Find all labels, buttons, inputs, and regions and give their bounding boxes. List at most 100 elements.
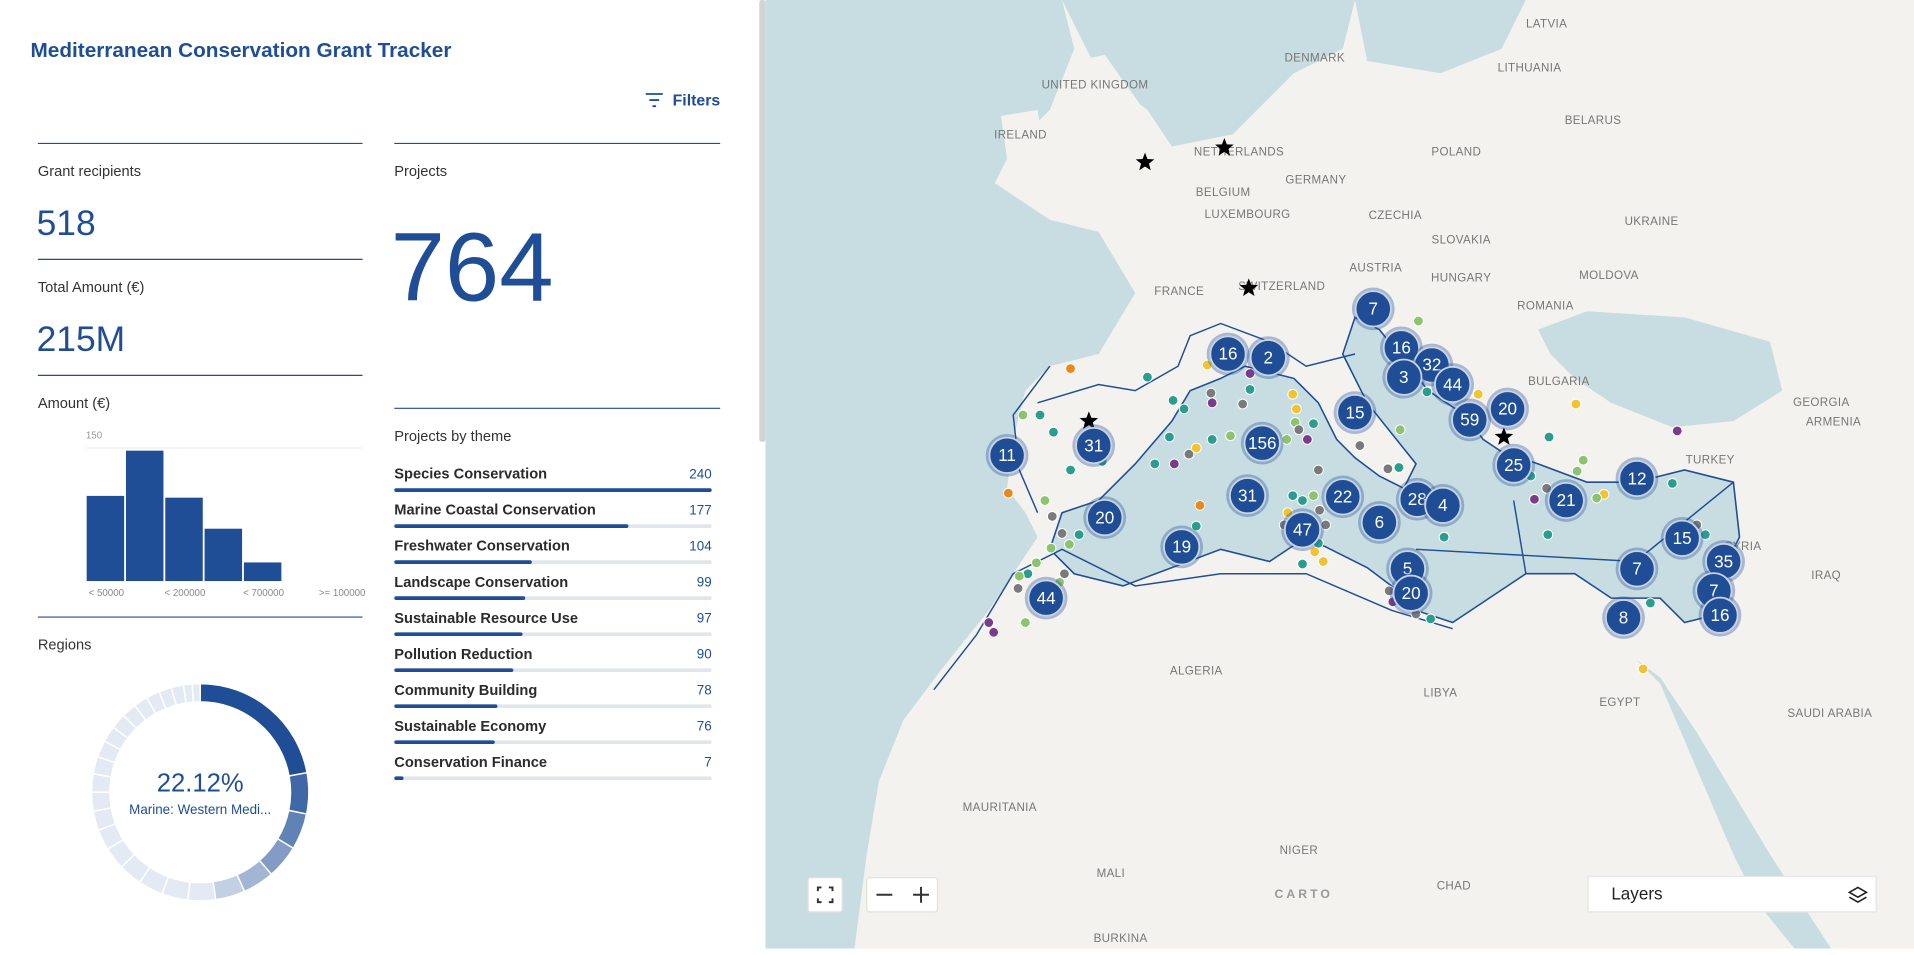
project-dot [1002,487,1014,499]
country-label: GERMANY [1285,175,1346,187]
scrollbar[interactable] [759,0,766,442]
theme-value: 99 [697,574,712,589]
country-label: NETHERLANDS [1194,147,1284,159]
cluster[interactable]: 6 [1358,501,1401,544]
project-dot [1031,557,1042,569]
kpi-label: Grant recipients [38,164,141,180]
cluster-count: 3 [1399,368,1409,387]
project-dot [1190,520,1202,532]
cluster[interactable]: 12 [1615,457,1659,500]
project-dot [1541,482,1552,494]
country-label: UNITED KINGDOM [1042,80,1149,92]
country-label: LATVIA [1526,18,1567,30]
country-labels: LATVIA DENMARK LITHUANIA UNITED KINGDOM IREL… [963,18,1872,944]
kpi-value: 215M [37,319,126,359]
cluster-marker [1434,365,1472,404]
cluster[interactable]: 47 [1281,508,1324,552]
project-star [1215,137,1234,156]
cluster[interactable]: 11 [985,433,1029,477]
cluster[interactable]: 156 [1240,421,1284,465]
cluster[interactable]: 15 [1660,516,1704,560]
donut-segment [90,791,113,812]
cluster[interactable]: 44 [1431,363,1474,406]
cluster-count: 25 [1504,456,1523,475]
project-dot [1178,403,1190,415]
cluster[interactable]: 31 [1072,424,1116,467]
north-sea [1062,0,1355,147]
cluster-marker [1618,550,1656,588]
x-tick-label: < 200000 [164,588,206,599]
project-dot [1425,613,1437,625]
project-dot [1394,424,1406,436]
country-label: SYRIA [1725,541,1762,553]
country-label: GEORGIA [1793,397,1850,409]
cluster[interactable]: 15 [1333,391,1377,434]
project-dot [1529,493,1540,505]
project-dot [1034,409,1046,421]
country-label: MAURITANIA [963,802,1037,814]
cluster-count: 19 [1172,538,1191,557]
project-dot [1048,426,1059,438]
cluster[interactable]: 16 [1206,332,1250,376]
cluster-marker [1243,424,1281,462]
country-label: LIBYA [1424,687,1458,699]
zoom-in[interactable] [913,886,929,903]
filters-button[interactable]: Filters [645,93,721,110]
cluster[interactable]: 8 [1602,596,1645,640]
project-dot [1183,448,1195,460]
cluster[interactable]: 59 [1448,398,1492,442]
cluster[interactable]: 19 [1160,525,1203,569]
country-label: AUSTRIA [1349,263,1402,275]
country-label: DENMARK [1284,53,1344,65]
cluster[interactable]: 4 [1421,484,1465,527]
donut-segment [287,771,310,815]
map[interactable]: LATVIA DENMARK LITHUANIA UNITED KINGDOM IREL… [765,0,1914,949]
theme-name: Community Building [394,683,537,699]
cluster-marker [1075,426,1113,465]
y-tick-label: 150 [86,430,103,441]
fullscreen-button[interactable] [807,877,843,913]
cluster-count: 2 [1264,348,1274,367]
country-label: SAUDI ARABIA [1787,708,1872,720]
cluster[interactable]: 21 [1544,479,1588,522]
filters-label: Filters [673,93,721,110]
theme-value: 240 [689,466,711,481]
cluster[interactable]: 31 [1226,474,1269,517]
themes-list: Species Conservation 240 Marine Coastal Co… [394,466,712,781]
cluster-count: 15 [1673,529,1692,548]
project-dot [1244,384,1256,395]
cluster[interactable]: 22 [1321,475,1365,519]
theme-name: Conservation Finance [394,755,547,771]
cluster[interactable]: 20 [1389,571,1433,615]
cluster-marker [1209,335,1247,373]
project-dot [1190,442,1202,454]
plus-icon [913,886,929,903]
cluster[interactable]: 44 [1024,576,1068,620]
project-dot [1542,529,1554,541]
cluster-count: 7 [1632,560,1642,579]
project-dot [988,626,1000,638]
project-dot [1065,363,1076,375]
cluster[interactable]: 3 [1382,355,1426,399]
cluster[interactable]: 7 [1351,287,1395,331]
cluster[interactable]: 20 [1486,387,1529,431]
country-label: SWITZERLAND [1238,281,1325,293]
layers-panel[interactable]: Layers [1587,875,1877,913]
cluster[interactable]: 16 [1698,593,1742,637]
cluster[interactable]: 20 [1083,496,1127,539]
donut-value: 22.12% [157,770,244,798]
project-dot [1045,542,1057,554]
cluster-count: 5 [1403,560,1413,579]
project-dot [1472,388,1484,400]
project-dot [1168,458,1180,470]
cluster[interactable]: 7 [1615,547,1659,591]
project-dot [1293,424,1305,436]
cluster-marker [1547,481,1585,520]
cluster[interactable]: 25 [1492,443,1536,487]
cluster-marker [1392,574,1430,612]
cluster[interactable]: 16 [1380,326,1423,370]
cluster[interactable]: 2 [1246,336,1290,380]
cluster[interactable]: 35 [1702,540,1745,583]
